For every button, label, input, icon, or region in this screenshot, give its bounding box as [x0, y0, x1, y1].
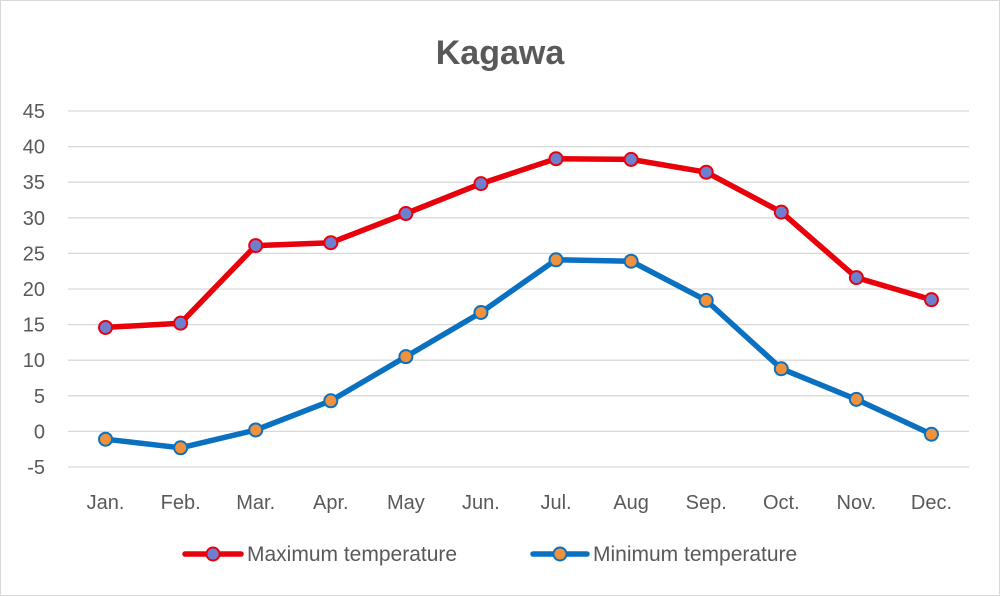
x-tick-label: Jan. [87, 492, 125, 514]
data-point [98, 319, 114, 335]
x-tick-label: Aug [613, 492, 649, 514]
legend-label: Minimum temperature [593, 543, 797, 566]
data-point [398, 206, 414, 222]
y-tick-label: 15 [23, 315, 45, 337]
y-tick-label: 45 [23, 101, 45, 123]
data-point [398, 349, 414, 365]
y-tick-label: 25 [23, 243, 45, 265]
x-tick-label: Dec. [911, 492, 952, 514]
data-point [248, 238, 264, 254]
data-point [548, 252, 564, 268]
y-tick-label: 30 [23, 208, 45, 230]
data-point [773, 361, 789, 377]
data-point [248, 422, 264, 438]
x-tick-label: Mar. [236, 492, 275, 514]
series-line-minimum [102, 257, 935, 451]
data-point [173, 315, 189, 331]
data-point [173, 440, 189, 456]
series-group [98, 151, 939, 456]
x-tick-label: Apr. [313, 492, 349, 514]
y-tick-label: 10 [23, 350, 45, 372]
data-point [848, 391, 864, 407]
x-axis-ticks: Jan. Feb. Mar. Apr. May Jun. Jul. Aug Sep. Oct. No… [87, 492, 952, 514]
y-tick-label: 20 [23, 279, 45, 301]
legend-label: Maximum temperature [247, 543, 457, 566]
y-axis-ticks: -5 0 5 10 15 20 25 30 35 40 45 [23, 101, 45, 479]
y-tick-label: 0 [34, 421, 45, 443]
data-point [623, 253, 639, 269]
y-tick-label: 35 [23, 172, 45, 194]
legend: Maximum temperature Minimum temperature [182, 543, 797, 566]
x-tick-label: Jun. [462, 492, 500, 514]
legend-marker [552, 546, 568, 562]
series-line-maximum [102, 155, 935, 331]
data-point [773, 204, 789, 220]
x-tick-label: Feb. [161, 492, 201, 514]
data-point [923, 426, 939, 442]
y-tick-label: -5 [27, 457, 45, 479]
y-tick-label: 5 [34, 386, 45, 408]
x-tick-label: Sep. [686, 492, 727, 514]
data-point [323, 393, 339, 409]
x-tick-label: Oct. [763, 492, 800, 514]
data-point [548, 151, 564, 167]
data-point [473, 176, 489, 192]
data-point [323, 235, 339, 251]
data-point [698, 164, 714, 180]
y-tick-label: 40 [23, 137, 45, 159]
data-point [848, 270, 864, 286]
x-tick-label: May [387, 492, 425, 514]
data-point [698, 292, 714, 308]
x-tick-label: Jul. [540, 492, 571, 514]
data-point [473, 304, 489, 320]
data-point [923, 292, 939, 308]
data-point [623, 151, 639, 167]
legend-marker [205, 546, 221, 562]
chart-title: Kagawa [436, 34, 566, 72]
x-tick-label: Nov. [837, 492, 877, 514]
data-point [98, 431, 114, 447]
